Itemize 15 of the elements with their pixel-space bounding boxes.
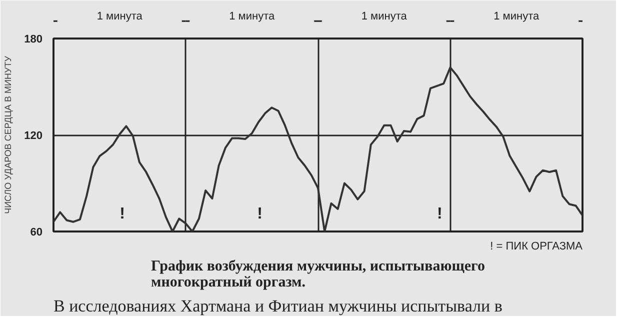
annotation: ! (437, 206, 442, 223)
annotation: ! (120, 206, 125, 223)
text: 1 минута (361, 10, 408, 22)
y-axis-title: ЧИСЛО УДАРОВ СЕРДЦА В МИНУТУ (3, 56, 14, 214)
text: ! = ПИК ОРГАЗМА (490, 240, 584, 252)
y-tick-label: 120 (24, 130, 43, 142)
y-tick-label: 60 (30, 226, 43, 238)
y-tick-label: 180 (24, 34, 43, 46)
line-series (54, 66, 582, 232)
text: 1 минута (96, 10, 144, 22)
text: В исследованиях Хартмана и Фитиан мужчины испытывали в (54, 296, 502, 316)
text: График возбуждения мужчины, испытывающего многократный оргазм. (151, 258, 485, 290)
annotation: ! (257, 206, 262, 223)
text: 1 минута (229, 10, 276, 22)
text: 1 минута (494, 10, 540, 22)
